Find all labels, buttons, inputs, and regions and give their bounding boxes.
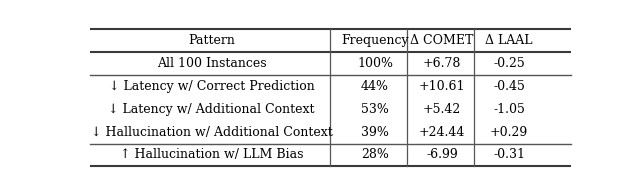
Text: Frequency: Frequency	[341, 34, 409, 47]
Text: +0.29: +0.29	[490, 126, 528, 139]
Text: ↑ Hallucination w/ LLM Bias: ↑ Hallucination w/ LLM Bias	[120, 148, 303, 161]
Text: ↓ Latency w/ Correct Prediction: ↓ Latency w/ Correct Prediction	[109, 80, 314, 93]
Text: Δ LAAL: Δ LAAL	[485, 34, 532, 47]
Text: +10.61: +10.61	[419, 80, 465, 93]
Text: 39%: 39%	[361, 126, 389, 139]
Text: -6.99: -6.99	[426, 148, 458, 161]
Text: Δ COMET: Δ COMET	[410, 34, 474, 47]
Text: 44%: 44%	[361, 80, 389, 93]
Text: 100%: 100%	[357, 57, 393, 70]
Text: -0.25: -0.25	[493, 57, 525, 70]
Text: 53%: 53%	[361, 103, 389, 116]
Text: Pattern: Pattern	[188, 34, 235, 47]
Text: 28%: 28%	[361, 148, 389, 161]
Text: -0.45: -0.45	[493, 80, 525, 93]
Text: -1.05: -1.05	[493, 103, 525, 116]
Text: +6.78: +6.78	[423, 57, 461, 70]
Text: All 100 Instances: All 100 Instances	[157, 57, 266, 70]
Text: ↓ Hallucination w/ Additional Context: ↓ Hallucination w/ Additional Context	[91, 126, 332, 139]
Text: ↓ Latency w/ Additional Context: ↓ Latency w/ Additional Context	[108, 103, 315, 116]
Text: +5.42: +5.42	[423, 103, 461, 116]
Text: +24.44: +24.44	[419, 126, 465, 139]
Text: -0.31: -0.31	[493, 148, 525, 161]
